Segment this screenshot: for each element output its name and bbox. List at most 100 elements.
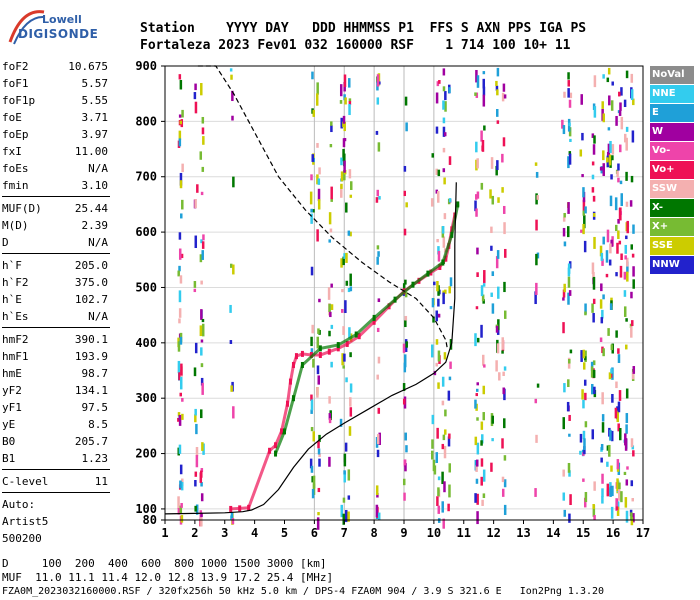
noise-mark: [590, 361, 594, 371]
noise-mark: [341, 309, 344, 313]
noise-mark: [620, 87, 623, 96]
noise-mark: [591, 133, 595, 138]
noise-mark: [610, 344, 614, 351]
param-value: 390.1: [74, 333, 108, 346]
noise-mark: [343, 138, 347, 142]
noise-mark: [178, 318, 181, 324]
noise-mark: [441, 376, 445, 387]
noise-mark: [330, 198, 333, 202]
noise-mark: [349, 273, 352, 286]
noise-mark: [584, 392, 587, 401]
x-tick-label: 5: [281, 526, 288, 540]
x-tick-label: 7: [341, 526, 348, 540]
noise-mark: [340, 183, 343, 189]
trace-point: [291, 361, 295, 368]
noise-mark: [312, 475, 316, 489]
noise-mark: [631, 130, 635, 143]
param-label: yE: [2, 418, 16, 431]
noise-mark: [482, 469, 486, 482]
noise-mark: [490, 462, 493, 472]
trace-point: [300, 350, 304, 357]
noise-mark: [483, 270, 486, 283]
param-row: hmF2 390.1: [2, 331, 110, 348]
noise-mark: [496, 160, 499, 171]
param-value: 11: [94, 475, 108, 488]
noise-mark: [443, 177, 446, 185]
trace-point: [327, 348, 331, 355]
noise-mark: [195, 447, 199, 457]
noise-mark: [568, 127, 572, 137]
noise-mark: [615, 115, 618, 126]
digisonde-logo: Lowell DIGISONDE: [4, 4, 98, 48]
noise-mark: [569, 138, 572, 142]
noise-mark: [630, 517, 634, 526]
param-value: 3.71: [81, 111, 109, 124]
noise-mark: [178, 414, 182, 426]
noise-mark: [447, 436, 451, 447]
legend-item: Vo-: [650, 142, 694, 160]
noise-mark: [350, 181, 353, 190]
y-tick-label: 700: [135, 170, 157, 184]
legend-item: Vo+: [650, 161, 694, 179]
noise-mark: [181, 109, 184, 118]
noise-mark: [178, 444, 182, 454]
noise-mark: [591, 429, 595, 440]
noise-mark: [497, 197, 500, 203]
noise-mark: [232, 406, 235, 419]
noise-mark: [444, 429, 447, 435]
noise-mark: [581, 174, 584, 178]
noise-mark: [618, 390, 622, 401]
x-tick-label: 8: [371, 526, 378, 540]
noise-mark: [442, 168, 446, 173]
noise-mark: [610, 174, 613, 180]
noise-mark: [442, 100, 445, 110]
noise-mark: [437, 382, 440, 389]
noise-mark: [178, 265, 181, 272]
noise-mark: [404, 315, 408, 321]
x-tick-label: 16: [606, 526, 620, 540]
noise-mark: [592, 276, 596, 290]
noise-mark: [602, 236, 605, 245]
noise-mark: [201, 382, 204, 395]
param-value: 193.9: [74, 350, 108, 363]
noise-mark: [534, 291, 537, 305]
noise-mark: [195, 504, 199, 515]
noise-mark: [632, 513, 635, 523]
y-tick-label: 80: [143, 513, 157, 527]
noise-mark: [178, 130, 182, 141]
noise-mark: [490, 226, 493, 234]
param-row: fmin 3.10: [2, 177, 110, 194]
noise-mark: [436, 81, 440, 87]
noise-mark: [328, 413, 332, 420]
logo-arc-icon: [8, 10, 45, 45]
noise-mark: [483, 125, 486, 131]
noise-mark: [631, 497, 634, 502]
noise-mark: [194, 235, 198, 249]
noise-mark: [315, 93, 319, 106]
noise-mark: [444, 409, 447, 417]
noise-mark: [375, 130, 379, 135]
x-tick-label: 12: [486, 526, 500, 540]
noise-mark: [318, 453, 321, 457]
trace-point: [229, 505, 233, 512]
noise-mark: [403, 362, 407, 373]
param-row: foEp 3.97: [2, 126, 110, 143]
noise-mark: [503, 504, 507, 515]
noise-mark: [231, 518, 235, 525]
noise-mark: [474, 460, 478, 471]
noise-mark: [474, 493, 477, 503]
noise-mark: [310, 426, 314, 432]
noise-mark: [377, 407, 381, 414]
noise-mark: [630, 291, 633, 299]
noise-mark: [316, 82, 319, 95]
noise-mark: [316, 229, 319, 242]
noise-mark: [179, 79, 183, 90]
param-separator: [2, 196, 110, 199]
noise-mark: [601, 414, 605, 422]
noise-mark: [200, 239, 203, 244]
noise-mark: [536, 252, 540, 259]
noise-mark: [480, 440, 483, 446]
noise-mark: [610, 368, 613, 374]
noise-mark: [310, 266, 314, 276]
noise-mark: [608, 154, 612, 166]
